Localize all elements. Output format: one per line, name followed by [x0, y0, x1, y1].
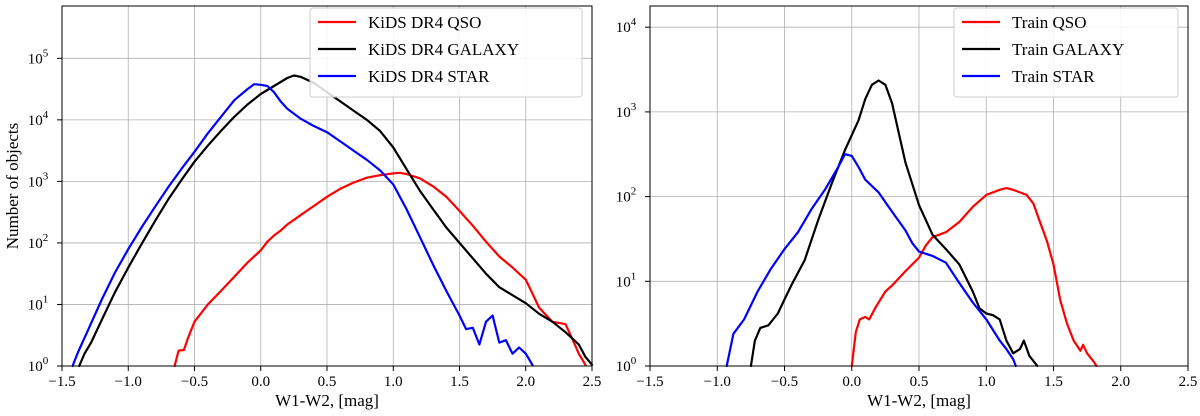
right-series-line-0	[850, 187, 1098, 368]
left-y-tick-label: 103	[28, 170, 49, 190]
right-legend-frame	[953, 7, 1179, 98]
right-x-tick-label: −1.0	[704, 374, 731, 390]
right-y-tick-label: 104	[616, 16, 637, 36]
right-x-tick-label: −1.5	[636, 374, 663, 390]
right-series-line-2	[725, 153, 1017, 368]
left-legend-label-0: KiDS DR4 QSO	[368, 13, 481, 32]
left-y-tick-label: 105	[28, 47, 49, 67]
left-x-tick-label: −1.0	[115, 374, 142, 390]
left-x-tick-label: 1.0	[384, 374, 403, 390]
left-legend-label-1: KiDS DR4 GALAXY	[368, 40, 519, 59]
right-legend-label-0: Train QSO	[1012, 13, 1086, 32]
left-y-tick-label: 101	[28, 293, 49, 313]
left-series-line-2	[71, 83, 534, 368]
left-legend: KiDS DR4 QSO KiDS DR4 GALAXY KiDS DR4 STAR	[309, 7, 583, 98]
right-legend: Train QSO Train GALAXY Train STAR	[953, 7, 1179, 98]
right-y-tick-label: 101	[616, 270, 637, 290]
left-y-tick-label: 102	[28, 232, 49, 252]
right-series-line-1	[749, 79, 1039, 368]
right-y-tick-label: 103	[616, 101, 637, 121]
left-x-tick-label: 0.0	[251, 374, 270, 390]
left-x-tick-label: 1.5	[450, 374, 469, 390]
right-x-tick-label: 0.0	[842, 374, 861, 390]
left-x-tick-label: −1.5	[48, 374, 75, 390]
left-legend-label-2: KiDS DR4 STAR	[368, 67, 490, 86]
left-x-tick-label: 2.5	[583, 374, 602, 390]
left-legend-frame	[309, 7, 583, 98]
left-series-line-1	[78, 74, 594, 368]
right-y-tick-label: 100	[616, 355, 637, 375]
right-x-tick-label: 0.5	[910, 374, 929, 390]
left-x-axis-label: W1-W2, [mag]	[275, 391, 379, 410]
right-x-tick-label: 1.5	[1044, 374, 1063, 390]
left-y-tick-label: 104	[28, 109, 49, 129]
right-x-tick-label: 2.5	[1179, 374, 1198, 390]
right-x-axis-label: W1-W2, [mag]	[867, 391, 971, 410]
right-legend-label-2: Train STAR	[1012, 67, 1095, 86]
right-panel: −1.5 −1.0 −0.5 0.0 0.5 1.0 1.5 2.0 2.5 100 101 102 1…	[616, 5, 1198, 410]
left-x-tick-label: 0.5	[318, 374, 337, 390]
left-series-line-0	[173, 171, 587, 368]
right-y-tick-label: 102	[616, 186, 637, 206]
left-x-tick-label: 2.0	[516, 374, 535, 390]
left-y-axis-label: Number of objects	[3, 123, 22, 250]
left-x-tick-label: −0.5	[181, 374, 208, 390]
left-panel: −1.5 −1.0 −0.5 0.0 0.5 1.0 1.5 2.0 2.5 100 101 102 1…	[3, 5, 602, 410]
right-x-tick-label: 2.0	[1111, 374, 1130, 390]
right-legend-label-1: Train GALAXY	[1012, 40, 1124, 59]
right-x-tick-label: −0.5	[771, 374, 798, 390]
right-x-tick-label: 1.0	[977, 374, 996, 390]
left-y-tick-label: 100	[28, 355, 49, 375]
